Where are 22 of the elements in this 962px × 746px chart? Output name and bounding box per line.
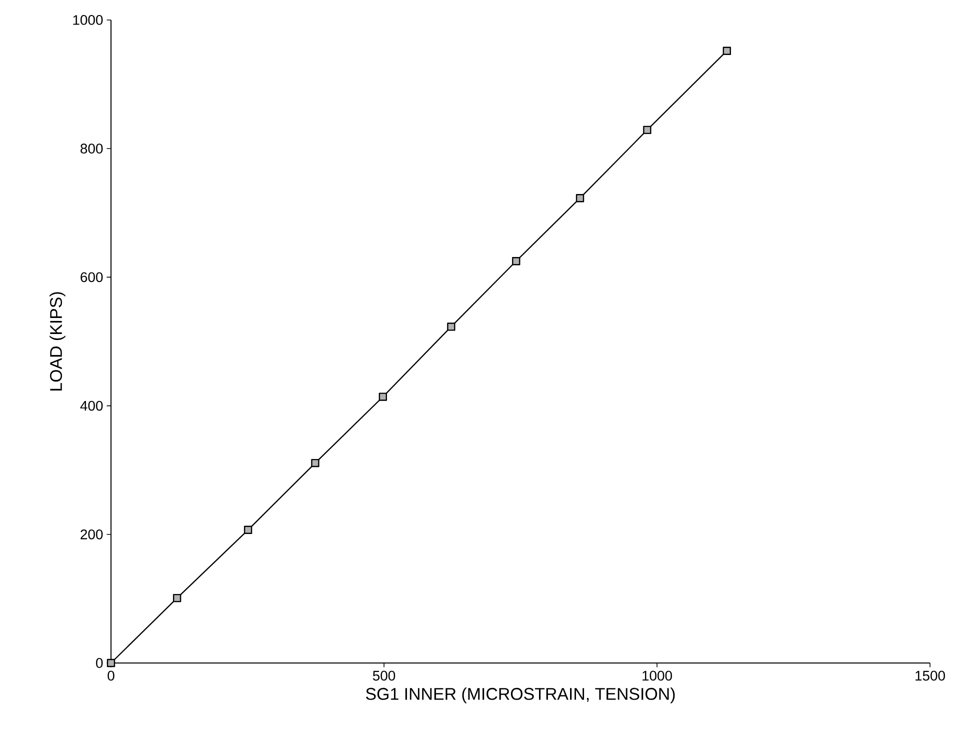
point [447,322,456,331]
y-tick-label: 0 [96,658,103,668]
x-axis-title: SG1 INNER (MICROSTRAIN, TENSION) [366,687,675,704]
x-tick-label: 500 [372,670,396,681]
point [311,458,320,468]
point [722,46,731,55]
point [643,126,652,134]
point [378,392,387,401]
y-tick-label: 600 [80,272,103,282]
point [512,257,520,266]
point [172,594,182,602]
point [576,194,584,202]
y-tick-label: 400 [80,400,103,411]
y-tick-label: 200 [80,529,103,540]
x-tick-label: 1500 [916,670,945,681]
point [244,526,252,534]
x-tick-label: 1000 [642,670,672,681]
y-tick-label: 1000 [73,15,103,25]
point [106,658,116,668]
y-tick-label: 800 [80,144,103,154]
y-axis-title: LOAD (KIPS) [50,292,66,390]
x-tick-label: 0 [108,670,114,681]
